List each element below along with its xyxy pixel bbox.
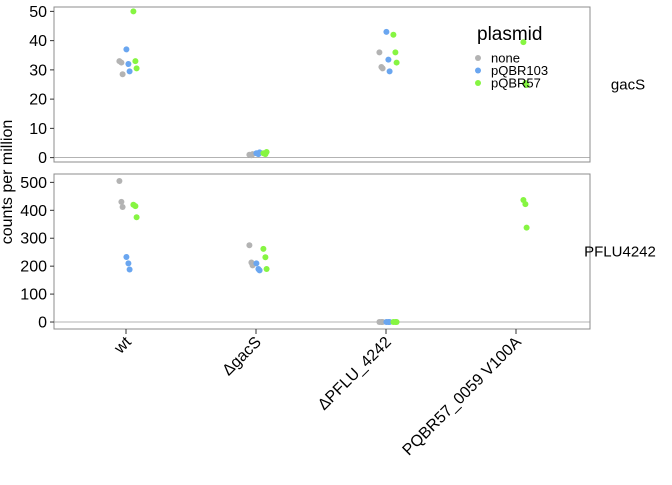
data-point-pQBR103 <box>123 46 130 53</box>
y-tick-label: 40 <box>29 33 47 50</box>
data-point-pQBR57 <box>133 214 140 221</box>
panel-label: PFLU4242 <box>584 244 656 261</box>
legend-label: none <box>491 51 520 66</box>
data-point-pQBR103 <box>123 253 130 260</box>
x-tick-label: wt <box>111 333 135 357</box>
data-point-pQBR103 <box>253 260 260 267</box>
data-point-none <box>379 65 386 72</box>
y-tick-label: 20 <box>29 92 47 109</box>
x-tick-label: ΔgacS <box>219 334 264 379</box>
data-point-pQBR103 <box>126 68 133 75</box>
y-tick-label: 0 <box>38 150 47 167</box>
data-point-pQBR57 <box>262 254 269 261</box>
y-tick-label: 30 <box>29 62 47 79</box>
legend-key-pQBR103 <box>475 67 481 74</box>
data-point-pQBR103 <box>125 61 132 68</box>
data-point-none <box>376 49 383 56</box>
data-point-pQBR57 <box>132 58 139 65</box>
data-point-pQBR103 <box>256 267 263 274</box>
data-point-pQBR57 <box>520 39 527 46</box>
data-point-pQBR57 <box>130 8 137 15</box>
data-point-none <box>118 198 125 205</box>
data-point-pQBR103 <box>385 56 392 63</box>
legend-key-pQBR57 <box>475 80 481 86</box>
y-tick-label: 500 <box>20 175 47 192</box>
data-point-pQBR57 <box>133 65 140 72</box>
legend-key-none <box>475 55 481 61</box>
data-point-pQBR57 <box>523 82 530 89</box>
data-point-pQBR57 <box>393 319 400 326</box>
data-point-pQBR57 <box>132 203 139 210</box>
data-point-pQBR57 <box>260 245 267 252</box>
data-point-pQBR57 <box>522 201 529 208</box>
data-point-pQBR57 <box>523 224 530 231</box>
data-point-pQBR103 <box>383 28 390 35</box>
y-axis-title: counts per million <box>0 120 16 245</box>
data-point-none <box>246 242 253 249</box>
y-tick-label: 50 <box>29 4 47 21</box>
panel-label: gacS <box>611 77 645 94</box>
y-tick-label: 400 <box>20 203 47 220</box>
data-point-pQBR57 <box>263 265 270 272</box>
y-tick-label: 100 <box>20 287 47 304</box>
data-point-pQBR57 <box>390 31 397 38</box>
legend-label: pQBR57 <box>491 76 541 91</box>
data-point-none <box>118 59 125 66</box>
data-point-pQBR57 <box>393 59 400 66</box>
y-tick-label: 0 <box>38 315 47 332</box>
panel-frame-gacS <box>53 6 591 163</box>
data-point-none <box>119 203 126 210</box>
data-point-pQBR57 <box>263 149 270 156</box>
data-point-none <box>116 177 123 184</box>
data-point-pQBR57 <box>392 49 399 56</box>
y-tick-label: 200 <box>20 259 47 276</box>
data-point-pQBR103 <box>126 266 133 273</box>
panel-frame-PFLU4242 <box>53 173 591 330</box>
y-tick-label: 10 <box>29 121 47 138</box>
legend-title: plasmid <box>477 24 542 45</box>
x-tick-label: ΔPFLU_4242 <box>315 334 395 414</box>
x-tick-label: PQBR57_0059 V100A <box>400 334 525 459</box>
data-point-pQBR103 <box>125 260 132 267</box>
data-point-none <box>119 71 126 78</box>
y-tick-label: 300 <box>20 231 47 248</box>
data-point-pQBR103 <box>386 68 393 75</box>
legend-label: pQBR103 <box>491 63 548 78</box>
